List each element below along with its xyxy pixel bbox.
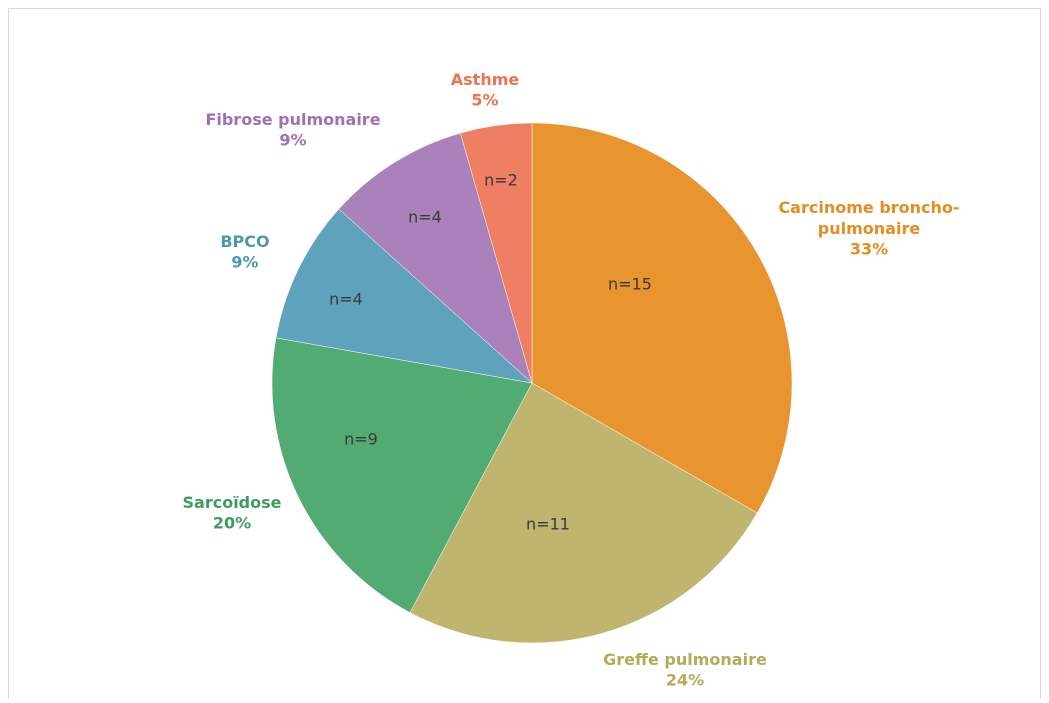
category-label: Asthme [451,70,520,89]
value-label: n=15 [608,275,652,294]
pie-slice [409,382,758,644]
value-label: n=4 [329,290,363,309]
category-label: Greffe pulmonaire [603,650,767,669]
pie-slice [338,132,533,384]
pie-slice [275,208,533,384]
percentage-label: 5% [471,91,498,110]
category-label: Fibrose pulmonaire [205,110,380,129]
pie-slice [531,122,793,514]
value-label: n=4 [408,208,442,227]
value-label: n=2 [484,171,518,190]
percentage-label: 33% [850,240,888,259]
percentage-label: 24% [666,671,704,690]
percentage-label: 20% [213,514,251,533]
pie-slice [460,122,533,384]
value-label: n=11 [526,515,570,534]
category-label: BPCO [220,232,269,251]
value-label: n=9 [344,430,378,449]
percentage-label: 9% [279,131,306,150]
category-label: Sarcoïdose [183,493,282,512]
category-label: Carcinome broncho-pulmonaire [778,198,959,238]
percentage-label: 9% [231,253,258,272]
pie-slice [271,337,533,613]
